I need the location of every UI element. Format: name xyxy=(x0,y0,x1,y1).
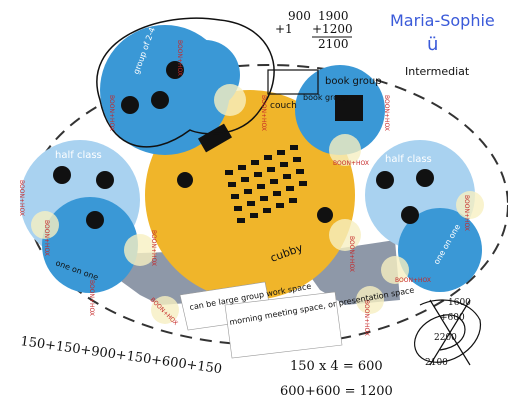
desk-grid xyxy=(225,145,307,223)
brand-stamp-6: BOON+HOX xyxy=(333,160,369,167)
scribble-mark xyxy=(414,299,481,366)
round-tables xyxy=(53,61,434,229)
brand-stamp-1: BOON+HOX xyxy=(176,40,183,76)
brand-stamp-8: BOON+HOX xyxy=(88,280,95,316)
right-blue-zone-b xyxy=(398,208,482,292)
scribble-numbers: 1600 +600 2200 2100 xyxy=(425,298,471,368)
zone-half-class-right: half class xyxy=(385,154,432,165)
brand-stamp-10: BOON+HOX xyxy=(395,277,431,284)
note-paper-2 xyxy=(224,291,343,359)
accent-circles xyxy=(31,84,484,324)
sum-b1: 1900 xyxy=(318,9,349,23)
zone-half-class-left: half class xyxy=(55,150,102,161)
author-name: Maria-Sophie xyxy=(390,11,495,30)
brand-stamp-12: BOON+HOX xyxy=(363,300,370,336)
rect-table-center xyxy=(198,123,232,153)
level-label: Intermediat xyxy=(405,65,470,78)
equation-sum: 600+600 = 1200 xyxy=(280,384,393,399)
brand-stamp-7: BOON+HOX xyxy=(150,230,157,266)
top-sum: 900 +1 1900 +1200 2100 xyxy=(275,9,353,51)
left-blue-zone-b xyxy=(42,197,138,293)
scribble-num-2: +600 xyxy=(440,313,465,323)
brand-stamp-13: BOON+HOX xyxy=(463,195,470,231)
scribble-num-4: 2100 xyxy=(425,358,448,368)
scribble-num-1: 1600 xyxy=(448,298,471,308)
equation-times: 150 x 4 = 600 xyxy=(290,359,383,374)
equation-total: 150+150+900+150+600+150 xyxy=(19,334,222,377)
brand-stamp-5: BOON+HOX xyxy=(383,95,390,131)
brand-stamp-2: BOON+HOX xyxy=(260,95,267,131)
brand-stamp-14: BOON+HOX xyxy=(43,220,50,256)
brand-stamp-9: BOON+HOX xyxy=(348,236,355,272)
brand-stamp-3: BOON+HOX xyxy=(108,95,115,131)
couch-sketch xyxy=(267,69,319,95)
zone-book-group-right: book group xyxy=(325,76,382,87)
blue-zones xyxy=(20,25,482,293)
brand-stamp-4: BOON+HOX xyxy=(18,180,25,216)
square-table-right xyxy=(335,95,363,121)
top-loop-outline xyxy=(96,17,275,148)
smiley-face: ü xyxy=(427,34,438,55)
sum-b3: 2100 xyxy=(318,37,349,51)
scribble-num-3: 2200 xyxy=(434,333,457,343)
sum-a1: 900 xyxy=(288,9,311,23)
sum-a2: +1 xyxy=(275,22,293,36)
zone-couch: couch xyxy=(270,101,297,111)
zone-book-group-left: book group xyxy=(303,93,348,102)
sum-b2: +1200 xyxy=(312,22,353,36)
